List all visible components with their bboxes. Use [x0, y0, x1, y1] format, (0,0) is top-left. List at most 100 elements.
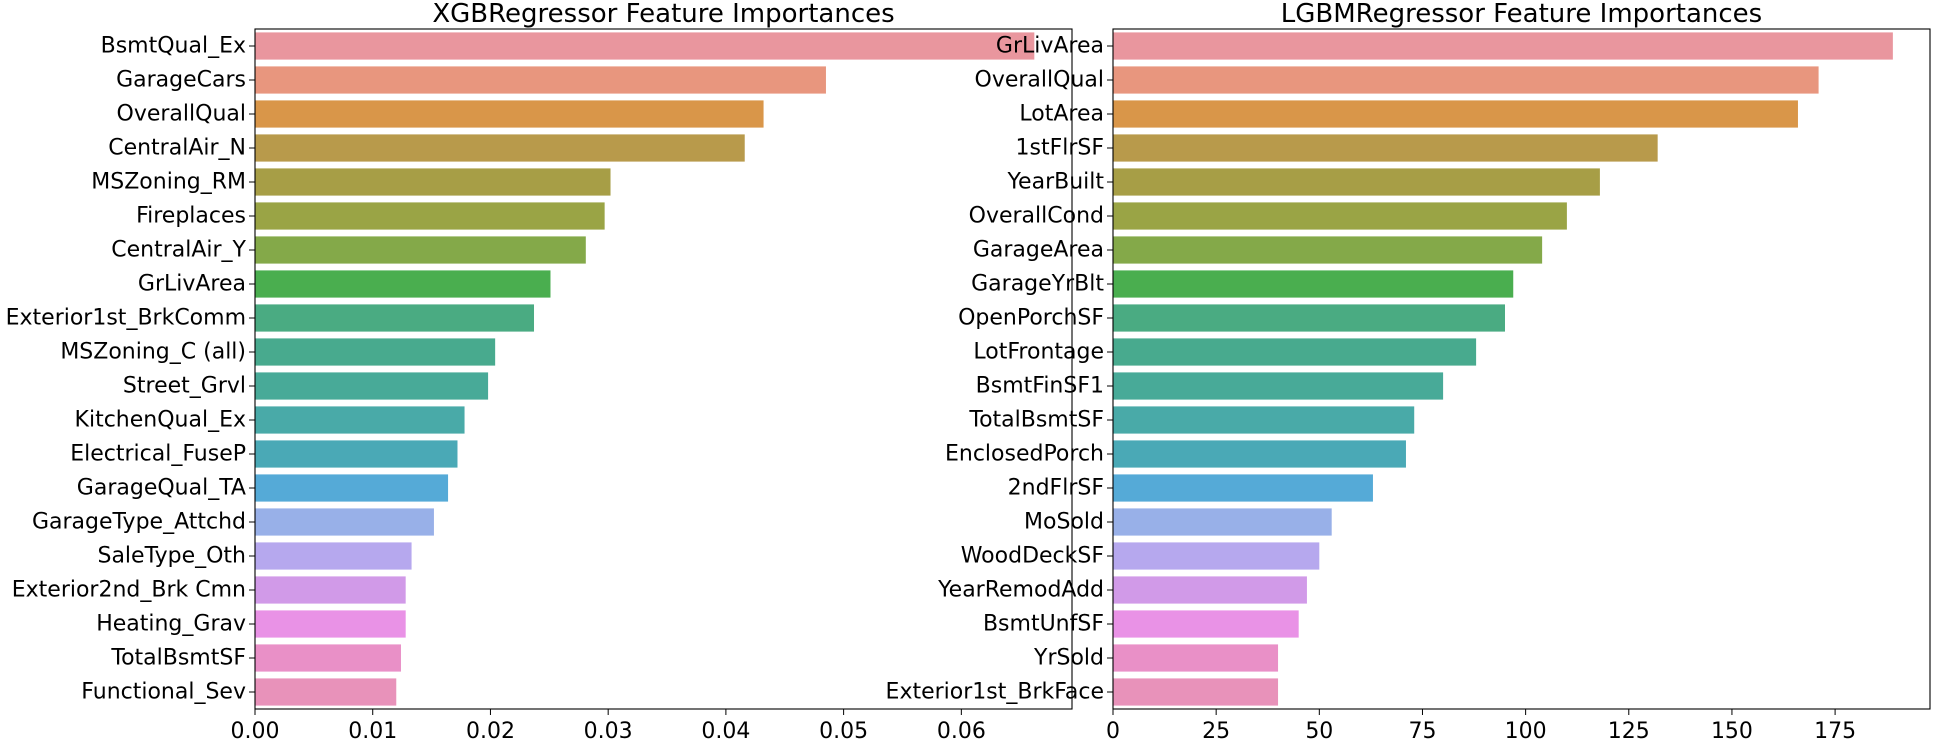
xgb-bar — [255, 202, 605, 230]
lgbm-bar — [1113, 100, 1798, 128]
xgb-bar — [255, 304, 535, 332]
lgbm-bar — [1113, 406, 1415, 434]
xgb-bar — [255, 66, 826, 94]
lgbm-bar — [1113, 338, 1477, 366]
xgb-category-label: Electrical_FuseP — [70, 442, 246, 467]
xgb-bar — [255, 100, 764, 128]
xgb-category-label: CentralAir_Y — [111, 238, 246, 263]
lgbm-bar — [1113, 134, 1658, 162]
lgbm-bar — [1113, 202, 1567, 230]
lgbm-chart-title: LGBMRegressor Feature Importances — [1281, 0, 1762, 29]
xgb-category-label: Exterior2nd_Brk Cmn — [12, 578, 246, 603]
lgbm-bar — [1113, 372, 1444, 400]
xgb-category-label: MSZoning_C (all) — [60, 340, 246, 365]
xgb-bar — [255, 542, 412, 570]
xgb-xtick-label: 0.05 — [819, 719, 868, 743]
lgbm-axes-frame — [1112, 28, 1931, 710]
xgb-bar — [255, 236, 586, 264]
xgb-bar — [255, 678, 397, 706]
lgbm-category-label: YearRemodAdd — [937, 578, 1104, 603]
lgbm-bar — [1113, 474, 1373, 502]
lgbm-bar — [1113, 440, 1406, 468]
lgbm-bar — [1113, 576, 1307, 604]
xgb-xtick-label: 0.06 — [937, 719, 986, 743]
lgbm-xtick-label: 0 — [1106, 719, 1120, 743]
lgbm-category-label: WoodDeckSF — [961, 544, 1104, 569]
xgb-bar — [255, 338, 496, 366]
xgb-panel: BsmtQual_Ex GarageCars OverallQual CentralA… — [6, 0, 1073, 744]
lgbm-xtick-label: 125 — [1608, 719, 1650, 743]
lgbm-category-label: YrSold — [1033, 646, 1104, 671]
lgbm-bar — [1113, 678, 1279, 706]
xgb-bar — [255, 372, 489, 400]
xgb-bar — [255, 474, 449, 502]
xgb-bar — [255, 134, 745, 162]
xgb-category-label: Street_Grvl — [123, 374, 246, 399]
xgb-category-label: OverallQual — [117, 102, 246, 127]
xgb-category-label: Fireplaces — [136, 204, 246, 229]
lgbm-bar — [1113, 644, 1279, 672]
lgbm-bar — [1113, 610, 1299, 638]
lgbm-bar — [1113, 168, 1600, 196]
lgbm-category-label: OverallCond — [969, 204, 1104, 229]
xgb-chart-title: XGBRegressor Feature Importances — [432, 0, 894, 29]
lgbm-category-label: GarageYrBlt — [971, 272, 1104, 297]
lgbm-xtick-label: 175 — [1814, 719, 1856, 743]
xgb-category-label: CentralAir_N — [108, 136, 246, 161]
xgb-category-label: Heating_Grav — [96, 612, 246, 637]
lgbm-category-label: OverallQual — [975, 68, 1104, 93]
xgb-axes-frame — [254, 28, 1073, 710]
lgbm-category-label: MoSold — [1024, 510, 1104, 535]
xgb-bar — [255, 440, 458, 468]
lgbm-category-label: GarageArea — [973, 238, 1104, 263]
lgbm-category-label: LotFrontage — [973, 340, 1104, 365]
lgbm-bar — [1113, 542, 1320, 570]
lgbm-category-label: 2ndFlrSF — [1008, 476, 1104, 501]
lgbm-xtick-label: 50 — [1305, 719, 1333, 743]
lgbm-category-label: BsmtFinSF1 — [976, 374, 1104, 399]
xgb-category-label: GarageType_Attchd — [32, 510, 246, 535]
lgbm-xtick-label: 25 — [1202, 719, 1230, 743]
lgbm-category-label: GrLivArea — [996, 34, 1104, 59]
xgb-category-label: TotalBsmtSF — [110, 646, 246, 671]
lgbm-category-label: LotArea — [1019, 102, 1104, 127]
xgb-category-label: GarageCars — [116, 68, 246, 93]
xgb-bar — [255, 168, 611, 196]
lgbm-xtick-label: 150 — [1711, 719, 1753, 743]
xgb-category-label: SaleType_Oth — [97, 544, 246, 569]
lgbm-xtick-label: 75 — [1408, 719, 1436, 743]
xgb-category-label: Functional_Sev — [81, 680, 246, 705]
xgb-xtick-label: 0.02 — [466, 719, 515, 743]
lgbm-bar — [1113, 32, 1893, 60]
xgb-xtick-label: 0.04 — [701, 719, 750, 743]
lgbm-category-label: EnclosedPorch — [945, 442, 1104, 467]
lgbm-category-label: OpenPorchSF — [958, 306, 1104, 331]
lgbm-bar — [1113, 304, 1505, 332]
xgb-xtick-label: 0.03 — [584, 719, 633, 743]
lgbm-panel: GrLivArea OverallQual LotArea 1stFlrSF YearB… — [886, 0, 1931, 744]
xgb-bar — [255, 406, 465, 434]
lgbm-bar — [1113, 236, 1543, 264]
lgbm-category-label: 1stFlrSF — [1015, 136, 1104, 161]
xgb-bar — [255, 610, 406, 638]
xgb-category-label: Exterior1st_BrkComm — [6, 306, 246, 331]
xgb-category-label: KitchenQual_Ex — [75, 408, 246, 433]
xgb-category-label: MSZoning_RM — [91, 170, 246, 195]
lgbm-bar — [1113, 270, 1514, 298]
xgb-bar — [255, 644, 401, 672]
xgb-xtick-label: 0.01 — [348, 719, 397, 743]
lgbm-bar — [1113, 66, 1819, 94]
xgb-category-label: BsmtQual_Ex — [101, 34, 246, 59]
lgbm-category-label: TotalBsmtSF — [968, 408, 1104, 433]
lgbm-xtick-label: 100 — [1505, 719, 1547, 743]
xgb-category-label: GarageQual_TA — [77, 476, 246, 501]
lgbm-bar — [1113, 508, 1332, 536]
lgbm-category-label: Exterior1st_BrkFace — [886, 680, 1104, 705]
xgb-bar — [255, 32, 1035, 60]
xgb-xtick-label: 0.00 — [231, 719, 280, 743]
xgb-bar — [255, 576, 406, 604]
xgb-bar — [255, 270, 551, 298]
lgbm-category-label: YearBuilt — [1007, 170, 1105, 195]
